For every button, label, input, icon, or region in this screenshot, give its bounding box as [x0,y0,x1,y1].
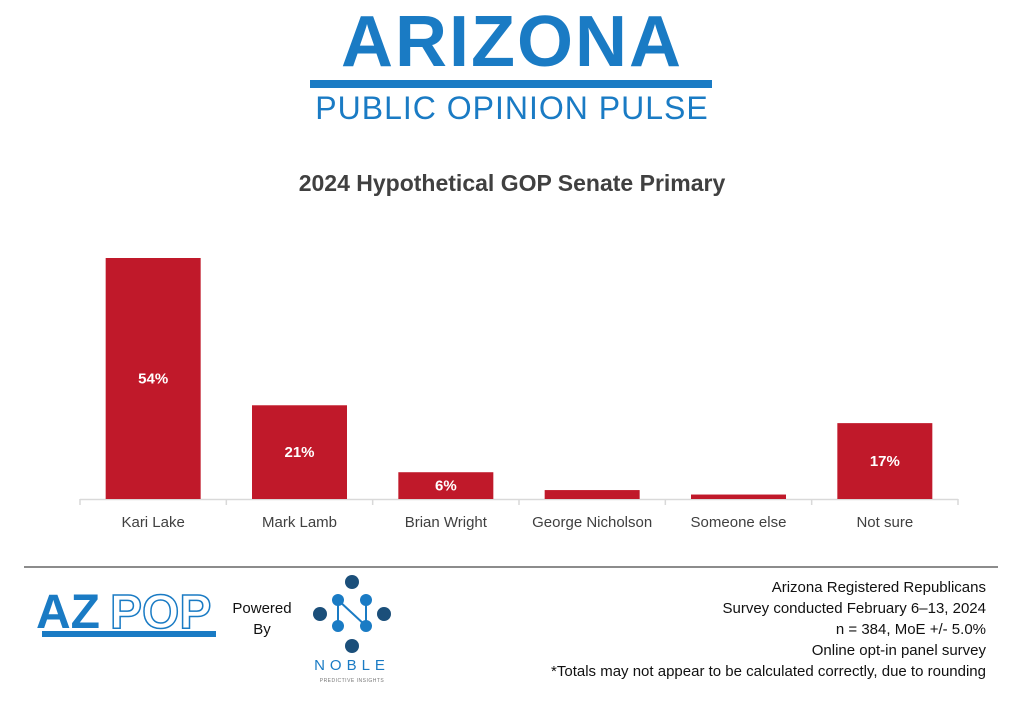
bar-chart: 54% Kari Lake 21% Mark Lamb 6% Brian Wright Ge… [79,258,959,531]
by-label: By [253,621,271,638]
chart-title: 2024 Hypothetical GOP Senate Primary [298,170,726,196]
noble-logo-icon [313,575,391,653]
powered-label: Powered [232,600,292,617]
svg-text:POP: POP [110,588,211,638]
category-label: George Nicholson [532,514,652,531]
survey-notes: Arizona Registered Republicans Survey co… [551,577,986,682]
arizona-logo-subtitle: PUBLIC OPINION PULSE [315,90,709,126]
logo-underline [310,80,712,88]
note-method: Online opt-in panel survey [811,642,986,659]
data-label: 6% [435,478,457,495]
note-population: Arizona Registered Republicans [771,579,986,596]
noble-name: NOBLE [314,657,390,674]
category-label: Kari Lake [121,514,184,531]
category-label: Brian Wright [405,514,488,531]
data-label: 21% [284,444,314,461]
data-label: 17% [870,453,900,470]
category-label: Not sure [856,514,913,531]
bar-kari-lake [105,258,201,499]
powered-by-text: Powered By [222,598,302,640]
noble-tagline: PREDICTIVE INSIGHTS [319,678,385,684]
note-dates: Survey conducted February 6–13, 2024 [722,600,986,617]
bar-george-nicholson [544,490,640,499]
data-label: 54% [138,371,168,388]
bar-someone-else [691,494,786,499]
bar-mark-lamb [252,405,347,499]
bar-brian-wright [398,472,494,499]
category-label: Someone else [691,514,787,531]
svg-text:AZ: AZ [36,588,100,638]
category-label: Mark Lamb [262,514,337,531]
arizona-logo-title: ARIZONA [341,2,683,82]
footer-divider [24,566,998,568]
bar-not-sure [837,423,933,499]
azpop-logo: AZ POP [36,588,216,638]
note-rounding: *Totals may not appear to be calculated … [551,663,986,680]
note-sample: n = 384, MoE +/- 5.0% [835,621,986,638]
